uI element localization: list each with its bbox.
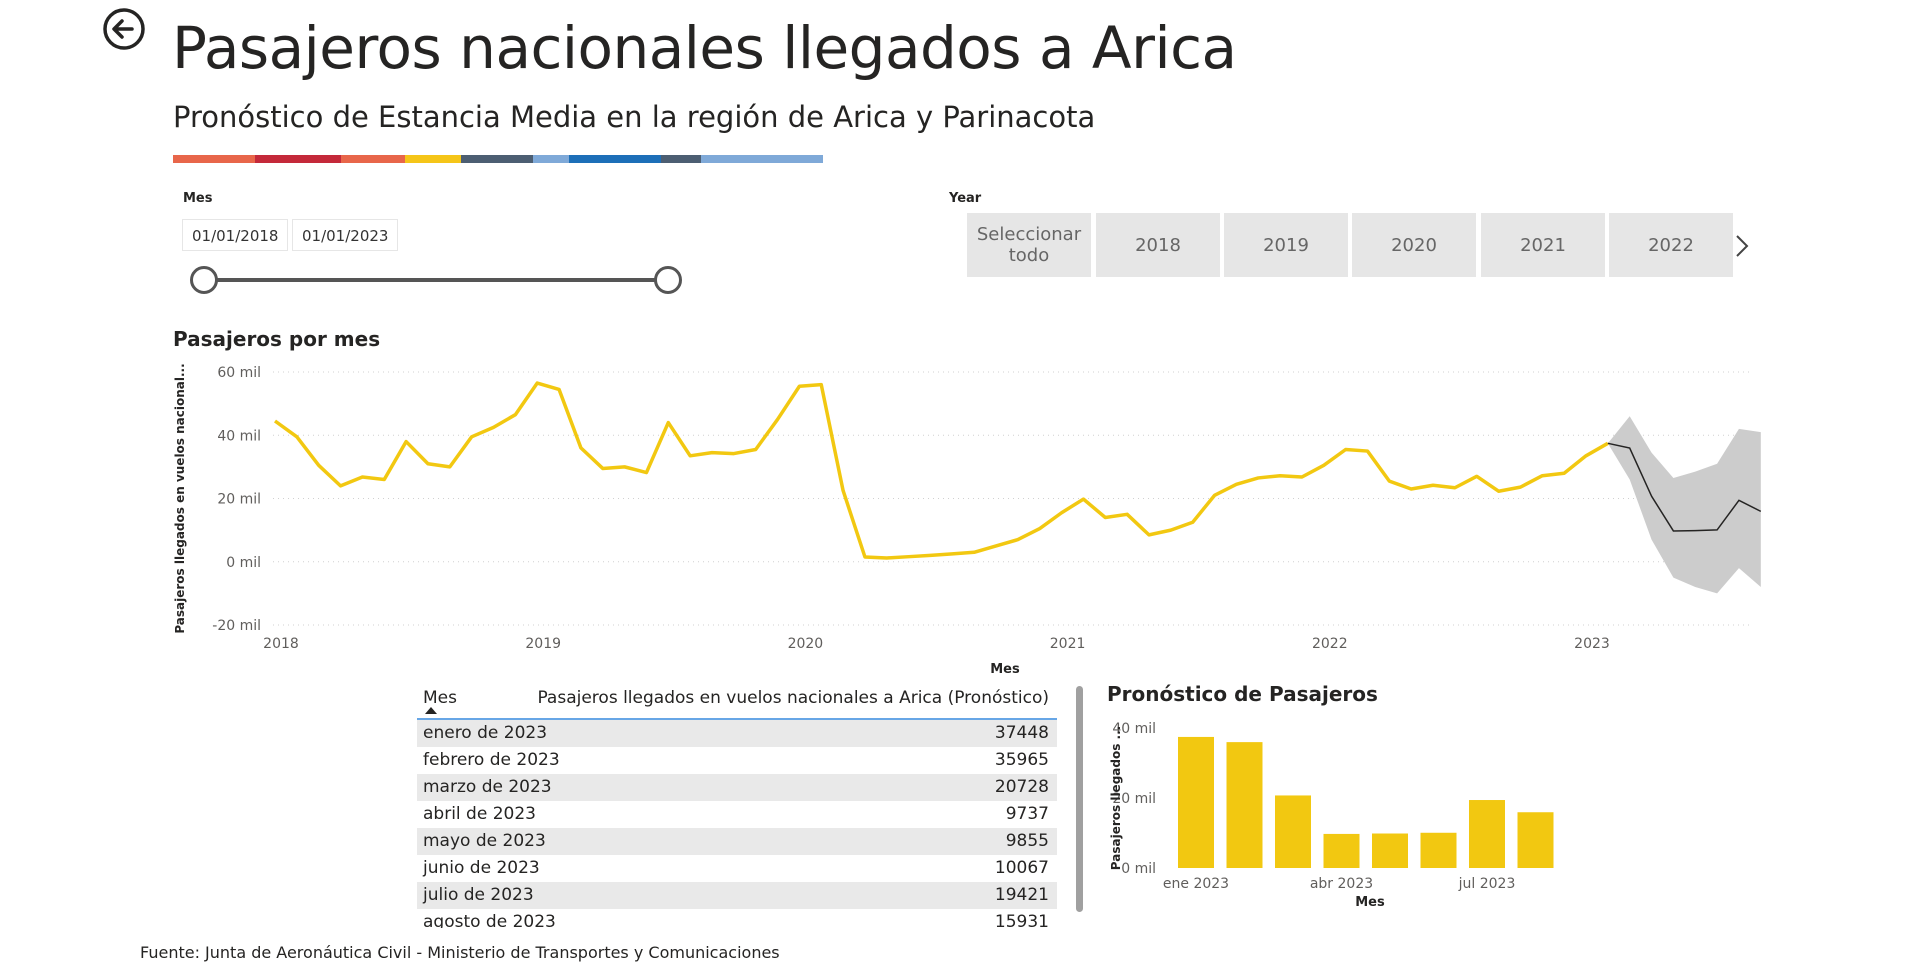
stripe-segment	[661, 155, 701, 163]
table-row[interactable]: agosto de 2023 15931	[417, 909, 1057, 928]
page-title: Pasajeros nacionales llegados a Arica	[172, 14, 1237, 82]
bar-x-tick-label: ene 2023	[1163, 876, 1229, 892]
end-date-input[interactable]: 01/01/2023	[292, 219, 399, 251]
bar-y-axis-label: Pasajeros llegados ...	[1109, 726, 1123, 870]
cell-value: 37448	[994, 723, 1049, 743]
cell-mes: agosto de 2023	[423, 912, 556, 928]
cell-mes: febrero de 2023	[423, 750, 560, 770]
cell-value: 19421	[994, 885, 1049, 905]
forecast-bar-chart: 0 mil 20 mil 40 mil ene 2023 abr 2023 jul 202…	[1109, 721, 1554, 910]
forecast-table: Mes Pasajeros llegados en vuelos naciona…	[417, 680, 1057, 928]
forecast-series-line	[1607, 442, 1762, 532]
cell-value: 35965	[994, 750, 1049, 770]
cell-value: 20728	[994, 777, 1049, 797]
line-chart-title: Pasajeros por mes	[173, 327, 381, 351]
forecast-bar[interactable]	[1372, 833, 1408, 868]
table-row[interactable]: junio de 2023 10067	[417, 855, 1057, 882]
bar-x-axis-label: Mes	[1355, 895, 1385, 910]
y-tick-label: -20 mil	[212, 618, 261, 634]
slicer-mes-label: Mes	[183, 191, 213, 206]
stripe-segment	[341, 155, 405, 163]
table-row[interactable]: mayo de 2023 9855	[417, 828, 1057, 855]
x-tick-label: 2019	[525, 636, 561, 652]
x-axis-label: Mes	[990, 662, 1020, 677]
bar-x-tick-label: abr 2023	[1310, 876, 1373, 892]
slider-start-handle[interactable]	[190, 266, 218, 294]
forecast-bar[interactable]	[1178, 736, 1214, 868]
year-tile-2018[interactable]: 2018	[1096, 213, 1220, 277]
stripe-segment	[569, 155, 661, 163]
forecast-bar[interactable]	[1323, 833, 1360, 868]
year-tile-select-all[interactable]: Seleccionar todo	[967, 213, 1091, 277]
back-arrow-circle-icon	[103, 8, 145, 50]
table-body: enero de 2023 37448 febrero de 2023 35965 ma…	[417, 720, 1057, 928]
cell-mes: enero de 2023	[423, 723, 548, 743]
table-row[interactable]: enero de 2023 37448	[417, 720, 1057, 747]
back-button[interactable]	[101, 6, 147, 52]
y-tick-label: 0 mil	[226, 555, 261, 571]
cell-value: 10067	[994, 858, 1049, 878]
bar-chart-title: Pronóstico de Pasajeros	[1107, 682, 1378, 706]
forecast-confidence-band	[1607, 416, 1761, 594]
cell-mes: julio de 2023	[423, 885, 534, 905]
bar-y-tick-label: 40 mil	[1112, 721, 1156, 737]
table-row[interactable]: marzo de 2023 20728	[417, 774, 1057, 801]
year-tile-2022[interactable]: 2022	[1609, 213, 1733, 277]
forecast-bar[interactable]	[1469, 800, 1505, 868]
year-tile-2020[interactable]: 2020	[1352, 213, 1476, 277]
slider-end-handle[interactable]	[654, 266, 682, 294]
stripe-segment	[255, 155, 341, 163]
x-tick-label: 2021	[1050, 636, 1086, 652]
y-tick-label: 40 mil	[217, 428, 261, 444]
stripe-segment	[533, 155, 569, 163]
column-header-value[interactable]: Pasajeros llegados en vuelos nacionales …	[537, 688, 1049, 708]
cell-mes: marzo de 2023	[423, 777, 552, 797]
forecast-bar[interactable]	[1226, 742, 1263, 868]
stripe-segment	[405, 155, 461, 163]
sort-ascending-icon	[425, 707, 437, 714]
color-stripe	[173, 155, 823, 163]
year-next-button[interactable]	[1731, 231, 1753, 261]
forecast-bar[interactable]	[1517, 812, 1554, 868]
y-tick-label: 60 mil	[217, 365, 261, 381]
column-header-mes[interactable]: Mes	[423, 688, 457, 708]
table-row[interactable]: febrero de 2023 35965	[417, 747, 1057, 774]
chevron-right-icon	[1736, 235, 1749, 257]
cell-value: 9737	[1005, 804, 1049, 824]
actual-series-line	[273, 381, 1609, 560]
bar-x-tick-label: jul 2023	[1458, 876, 1516, 892]
table-scrollbar[interactable]	[1076, 686, 1083, 912]
bar-y-tick-label: 20 mil	[1112, 791, 1156, 807]
cell-value: 9855	[1005, 831, 1049, 851]
cell-mes: junio de 2023	[423, 858, 540, 878]
table-row[interactable]: abril de 2023 9737	[417, 801, 1057, 828]
bar-y-tick-label: 0 mil	[1121, 861, 1156, 877]
stripe-segment	[461, 155, 533, 163]
x-tick-label: 2018	[263, 636, 299, 652]
cell-mes: mayo de 2023	[423, 831, 546, 851]
year-tile-2019[interactable]: 2019	[1224, 213, 1348, 277]
source-footer: Fuente: Junta de Aeronáutica Civil - Min…	[140, 943, 780, 962]
stripe-segment	[701, 155, 823, 163]
table-row[interactable]: julio de 2023 19421	[417, 882, 1057, 909]
x-tick-label: 2022	[1312, 636, 1348, 652]
forecast-bar[interactable]	[1420, 832, 1457, 868]
date-range-slider-track[interactable]	[204, 278, 668, 282]
table-header: Mes Pasajeros llegados en vuelos naciona…	[417, 680, 1057, 720]
start-date-input[interactable]: 01/01/2018	[182, 219, 289, 251]
y-tick-label: 20 mil	[217, 492, 261, 508]
forecast-bar[interactable]	[1275, 795, 1311, 868]
x-tick-label: 2023	[1574, 636, 1610, 652]
x-tick-label: 2020	[788, 636, 824, 652]
cell-value: 15931	[994, 912, 1049, 928]
cell-mes: abril de 2023	[423, 804, 536, 824]
slicer-year-label: Year	[949, 191, 982, 206]
stripe-segment	[173, 155, 255, 163]
year-tile-2021[interactable]: 2021	[1481, 213, 1605, 277]
page-subtitle: Pronóstico de Estancia Media en la regió…	[173, 100, 1096, 134]
y-axis-label: Pasajeros llegados en vuelos nacional...	[173, 363, 187, 633]
